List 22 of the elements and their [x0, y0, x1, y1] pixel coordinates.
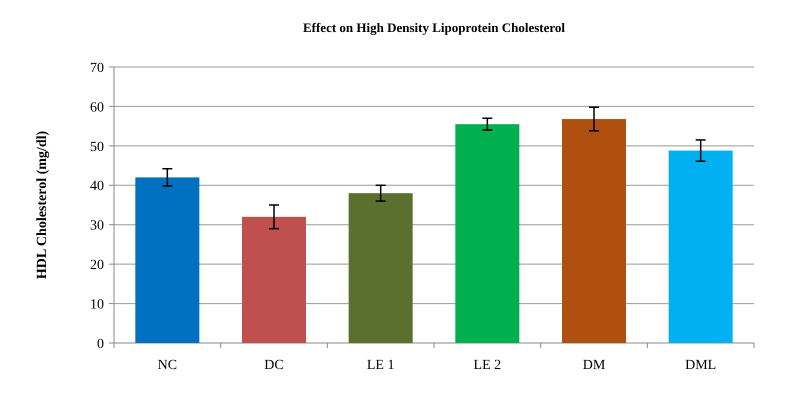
y-tick-label: 50: [90, 140, 104, 155]
bar: [562, 119, 626, 343]
x-tick-label: LE 1: [366, 358, 394, 373]
bar: [668, 150, 733, 343]
y-tick-label: 0: [97, 336, 104, 352]
y-tick-label: 10: [90, 297, 104, 312]
y-tick-label: 60: [90, 100, 104, 116]
bar: [135, 177, 200, 343]
y-tick-label: 30: [90, 218, 104, 234]
y-axis-title: HDL Cholesterol (mg/dl): [35, 130, 50, 280]
y-tick-label: 70: [90, 60, 104, 76]
y-tick-label: 40: [90, 179, 104, 194]
x-tick-label: NC: [158, 358, 178, 373]
bar: [348, 193, 413, 343]
x-tick-label: DC: [264, 358, 284, 373]
x-tick-label: LE 2: [474, 358, 502, 373]
x-tick-label: DM: [582, 358, 606, 373]
x-tick-label: DML: [685, 358, 716, 373]
y-tick-label: 20: [90, 258, 104, 274]
bar: [455, 124, 520, 343]
bar: [242, 216, 306, 343]
chart-title: Effect on High Density Lipoprotein Cholesterol: [302, 20, 566, 35]
